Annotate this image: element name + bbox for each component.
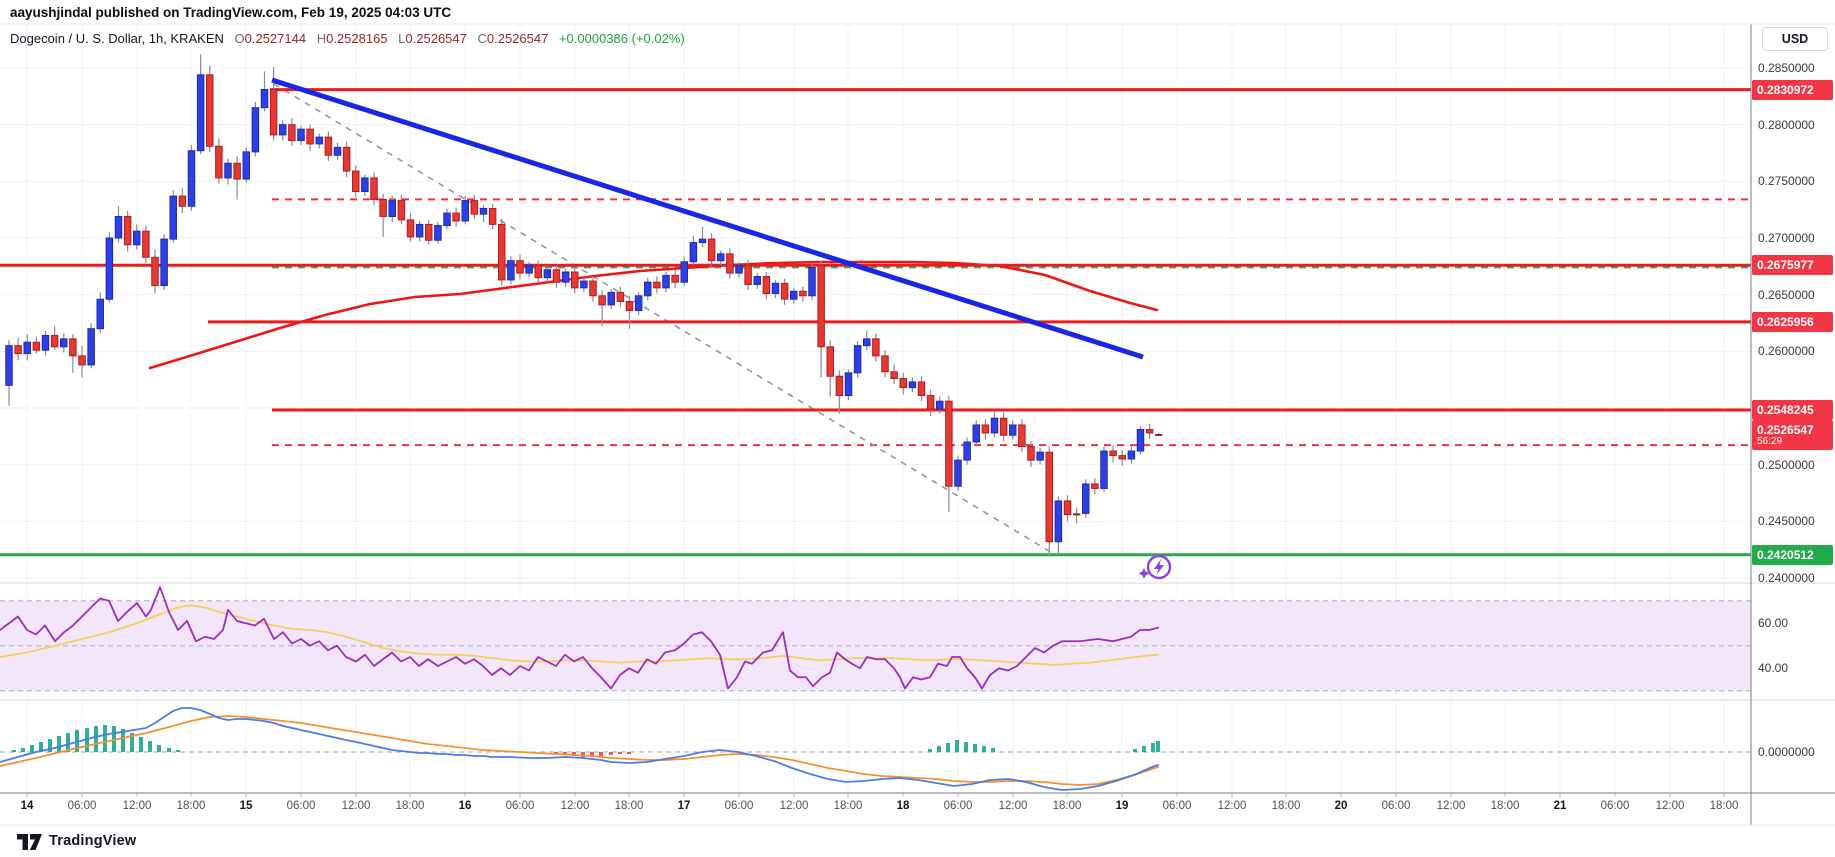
time-label: 06:00 [1381, 800, 1411, 812]
time-label-day: 19 [1115, 800, 1129, 812]
candle-countdown: 56:29 [1757, 435, 1783, 447]
price-tick: 0.2400000 [1758, 570, 1815, 585]
time-label: 18:00 [1052, 800, 1082, 812]
time-label: 18:00 [1490, 800, 1520, 812]
price-tick: 0.2700000 [1758, 230, 1815, 245]
time-label: 12:00 [1217, 800, 1247, 812]
macd-tick: 0.0000000 [1758, 745, 1815, 759]
price-badge: 0.2625956 [1752, 311, 1833, 332]
high-value: 0.2528165 [326, 31, 388, 46]
time-label: 12:00 [1655, 800, 1685, 812]
time-label-day: 17 [677, 800, 691, 812]
currency-toggle-button[interactable]: USD [1762, 27, 1828, 51]
open-label: O [234, 31, 245, 46]
time-label: 18:00 [614, 800, 644, 812]
price-badge: 0.2830972 [1752, 79, 1833, 100]
high-label: H [316, 31, 327, 46]
price-tick: 0.2750000 [1758, 174, 1815, 189]
price-tick: 0.2850000 [1758, 61, 1815, 75]
price-tick: 0.2450000 [1758, 514, 1815, 529]
price-tick: 0.2500000 [1758, 457, 1815, 472]
tradingview-logo-text: TradingView [49, 833, 137, 849]
open-value: 0.2527144 [244, 31, 307, 46]
time-label: 06:00 [505, 800, 535, 812]
symbol-name: Dogecoin / U. S. Dollar, 1h, KRAKEN [10, 31, 224, 46]
price-badge: 0.2526547 56:29 [1752, 419, 1833, 450]
price-badge: 0.2420512 [1752, 544, 1833, 565]
price-tick: 0.2800000 [1758, 117, 1815, 132]
time-label: 18:00 [176, 800, 206, 812]
time-label: 18:00 [833, 800, 863, 812]
time-label: 06:00 [943, 800, 973, 812]
time-label: 12:00 [998, 800, 1028, 812]
time-label: 12:00 [341, 800, 371, 812]
time-label: 06:00 [67, 800, 97, 812]
time-label-day: 15 [239, 800, 253, 812]
time-label: 12:00 [560, 800, 590, 812]
publish-info: aayushjindal published on TradingView.co… [10, 5, 452, 20]
time-label-day: 14 [20, 800, 34, 812]
time-label: 18:00 [1271, 800, 1301, 812]
change-value: +0.0000386 (+0.02%) [558, 31, 685, 46]
price-badge: 0.2675977 [1752, 255, 1833, 276]
close-value: 0.2526547 [486, 31, 549, 46]
time-label: 06:00 [1162, 800, 1192, 812]
time-label: 12:00 [122, 800, 152, 812]
tradingview-logo-icon [17, 834, 42, 850]
time-label-day: 18 [896, 800, 910, 812]
symbol-legend[interactable]: Dogecoin / U. S. Dollar, 1h, KRAKEN O0.2… [10, 31, 685, 46]
time-label: 06:00 [286, 800, 316, 812]
low-label: L [398, 31, 406, 46]
time-label: 12:00 [1436, 800, 1466, 812]
rsi-tick: 60.00 [1758, 616, 1789, 631]
rsi-tick: 40.00 [1758, 661, 1789, 676]
price-tick: 0.2650000 [1758, 287, 1815, 302]
time-label: 18:00 [395, 800, 425, 812]
tradingview-logo[interactable]: TradingView [16, 830, 136, 852]
time-label: 18:00 [1709, 800, 1739, 812]
price-tick: 0.2600000 [1758, 344, 1815, 359]
time-label: 12:00 [779, 800, 809, 812]
time-label-day: 21 [1553, 800, 1567, 812]
price-badge: 0.2548245 [1752, 399, 1833, 420]
low-value: 0.2526547 [405, 31, 467, 46]
close-label: C [477, 31, 487, 46]
time-label-day: 16 [458, 800, 472, 812]
time-label-day: 20 [1334, 800, 1348, 812]
time-label: 06:00 [1600, 800, 1630, 812]
time-label: 06:00 [724, 800, 754, 812]
